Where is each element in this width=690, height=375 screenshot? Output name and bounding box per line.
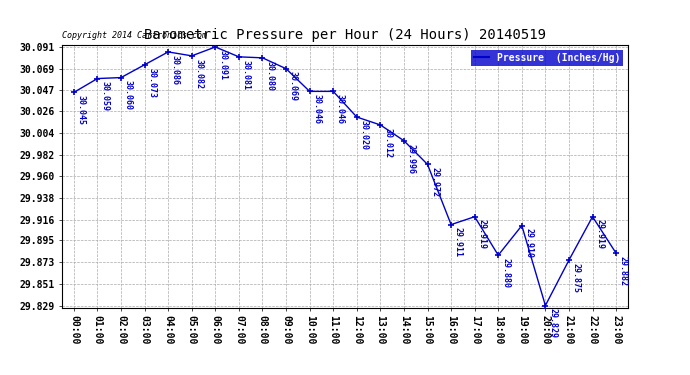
Text: 29.911: 29.911 (454, 227, 463, 257)
Text: 29.875: 29.875 (572, 263, 581, 293)
Text: 30.081: 30.081 (241, 60, 250, 90)
Text: 30.069: 30.069 (289, 72, 298, 102)
Text: 30.059: 30.059 (100, 81, 109, 111)
Text: 29.919: 29.919 (477, 219, 486, 249)
Text: 30.091: 30.091 (218, 50, 227, 80)
Text: 30.082: 30.082 (195, 58, 204, 88)
Text: 29.972: 29.972 (431, 167, 440, 197)
Text: 30.086: 30.086 (171, 55, 180, 85)
Text: 29.910: 29.910 (524, 228, 533, 258)
Title: Barometric Pressure per Hour (24 Hours) 20140519: Barometric Pressure per Hour (24 Hours) … (144, 28, 546, 42)
Text: 30.060: 30.060 (124, 80, 132, 110)
Text: 30.020: 30.020 (359, 120, 368, 150)
Text: 29.996: 29.996 (406, 144, 415, 174)
Text: 30.045: 30.045 (77, 95, 86, 125)
Text: 29.880: 29.880 (501, 258, 510, 288)
Legend: Pressure  (Inches/Hg): Pressure (Inches/Hg) (471, 50, 623, 66)
Text: 29.829: 29.829 (548, 308, 557, 338)
Text: 30.080: 30.080 (265, 61, 274, 91)
Text: 29.919: 29.919 (595, 219, 604, 249)
Text: 30.046: 30.046 (336, 94, 345, 124)
Text: 29.882: 29.882 (619, 256, 628, 286)
Text: Copyright 2014 Cartronics.com: Copyright 2014 Cartronics.com (62, 31, 207, 40)
Text: 30.012: 30.012 (383, 128, 392, 158)
Text: 30.046: 30.046 (313, 94, 322, 124)
Text: 30.073: 30.073 (148, 68, 157, 98)
